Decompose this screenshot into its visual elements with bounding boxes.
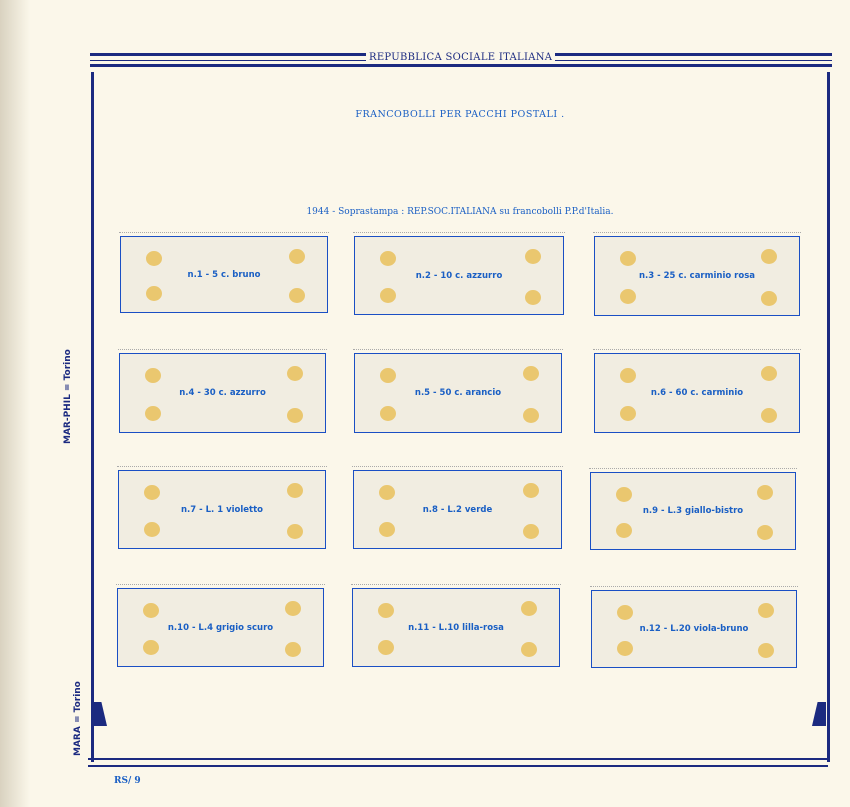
hinge-mark (761, 408, 777, 423)
page-edge-shadow (0, 0, 30, 807)
frame-left (91, 72, 94, 762)
page-subtitle: FRANCOBOLLI PER PACCHI POSTALI . (355, 109, 565, 120)
stamp-mount: n.10 - L.4 grigio scuro (116, 584, 325, 667)
hinge-mark (287, 524, 303, 539)
hinge-mark (620, 406, 636, 421)
stamp-label: n.9 - L.3 giallo-bistro (642, 506, 744, 516)
hinge-mark (757, 525, 773, 540)
hinge-mark (146, 251, 162, 266)
hinge-mark (620, 368, 636, 383)
hinge-mark (525, 249, 541, 264)
hinge-mark (144, 485, 160, 500)
hinge-mark (289, 249, 305, 264)
hinge-mark (758, 603, 774, 618)
hinge-mark (523, 483, 539, 498)
hinge-mark (761, 249, 777, 264)
hinge-mark (521, 642, 537, 657)
hinge-mark (523, 524, 539, 539)
stamp-mount: n.6 - 60 c. carminio (593, 349, 801, 433)
hinge-mark (620, 289, 636, 304)
stamp-mount: n.9 - L.3 giallo-bistro (589, 468, 797, 550)
hinge-mark (287, 366, 303, 381)
stamp-mount: n.1 - 5 c. bruno (119, 232, 329, 313)
stamp-label: n.1 - 5 c. bruno (187, 269, 261, 280)
hinge-mark (761, 366, 777, 381)
hinge-mark (287, 408, 303, 423)
hinge-mark (380, 368, 396, 383)
stamp-label: n.4 - 30 c. azzurro (179, 388, 266, 398)
hinge-mark (761, 291, 777, 306)
hinge-mark (144, 522, 160, 537)
hinge-mark (616, 487, 632, 502)
hinge-mark (616, 523, 632, 538)
stamp-mount: n.4 - 30 c. azzurro (118, 349, 327, 433)
hinge-mark (379, 522, 395, 537)
hinge-mark (620, 251, 636, 266)
stamp-mount: n.11 - L.10 lilla-rosa (351, 584, 561, 667)
hinge-mark (378, 603, 394, 618)
footer-rule (88, 758, 828, 760)
hinge-mark (617, 641, 633, 656)
stamp-mount: n.12 - L.20 viola-bruno (590, 586, 798, 668)
stamp-label: n.12 - L.20 viola-bruno (639, 624, 749, 634)
hinge-mark (521, 601, 537, 616)
stamp-label: n.3 - 25 c. carminio rosa (639, 271, 755, 281)
stamp-label: n.8 - L.2 verde (422, 504, 493, 515)
hinge-mark (380, 251, 396, 266)
hinge-mark (525, 290, 541, 305)
hinge-mark (617, 605, 633, 620)
stamp-label: n.10 - L.4 grigio scuro (167, 622, 274, 633)
hinge-mark (143, 640, 159, 655)
footer-rule (88, 765, 828, 767)
hinge-mark (285, 642, 301, 657)
frame-corner-right (812, 702, 826, 726)
stamp-label: n.2 - 10 c. azzurro (415, 270, 503, 281)
hinge-mark (379, 485, 395, 500)
hinge-mark (289, 288, 305, 303)
publisher-bottom: MARA = Torino (73, 681, 83, 756)
stamp-label: n.11 - L.10 lilla-rosa (408, 622, 504, 633)
hinge-mark (757, 485, 773, 500)
series-caption: 1944 - Soprastampa : REP.SOC.ITALIANA su… (306, 207, 614, 217)
hinge-mark (523, 408, 539, 423)
hinge-mark (287, 483, 303, 498)
page-number: RS/ 9 (114, 776, 141, 786)
hinge-mark (378, 640, 394, 655)
header-rule (90, 64, 832, 67)
stamp-mount: n.7 - L. 1 violetto (117, 466, 327, 549)
hinge-mark (380, 288, 396, 303)
hinge-mark (380, 406, 396, 421)
publisher-top: MAR-PHIL = Torino (63, 349, 73, 444)
hinge-mark (523, 366, 539, 381)
hinge-mark (146, 286, 162, 301)
stamp-mount: n.2 - 10 c. azzurro (353, 232, 565, 315)
hinge-mark (758, 643, 774, 658)
stamp-mount: n.3 - 25 c. carminio rosa (593, 232, 801, 316)
hinge-mark (285, 601, 301, 616)
frame-corner-left (93, 702, 107, 726)
stamp-mount: n.5 - 50 c. arancio (353, 349, 563, 433)
stamp-mount: n.8 - L.2 verde (352, 466, 563, 549)
hinge-mark (145, 368, 161, 383)
stamp-label: n.5 - 50 c. arancio (414, 388, 502, 398)
album-title: REPUBBLICA SOCIALE ITALIANA (366, 52, 556, 63)
stamp-label: n.7 - L. 1 violetto (180, 504, 264, 515)
stamp-label: n.6 - 60 c. carminio (650, 388, 744, 398)
hinge-mark (145, 406, 161, 421)
hinge-mark (143, 603, 159, 618)
frame-right (827, 72, 830, 762)
